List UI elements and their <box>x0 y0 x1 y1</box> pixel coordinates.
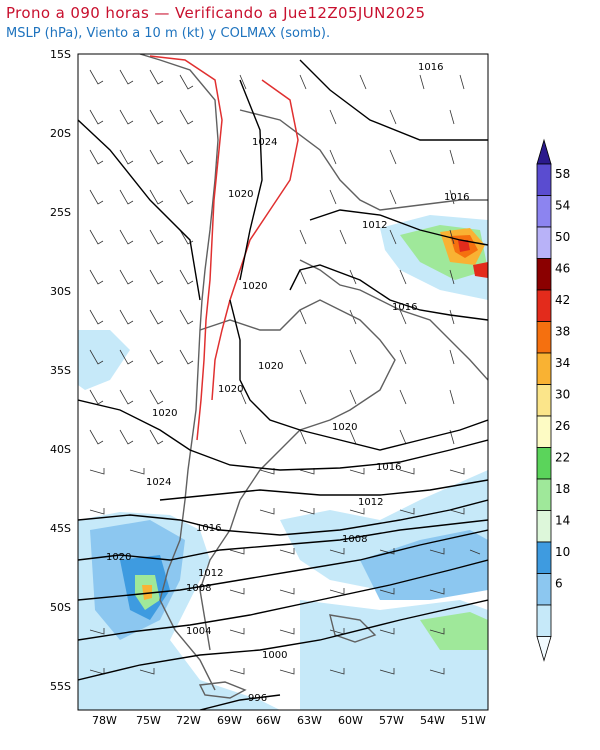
lon-label: 78W <box>92 714 117 727</box>
isobar-label: 1016 <box>196 523 221 534</box>
isobar-label: 1012 <box>362 220 387 231</box>
colorbar-segment <box>536 352 552 385</box>
map-layers: 1016 1024 1020 1016 1012 1020 1016 1020 … <box>78 54 488 710</box>
colorbar-segment <box>536 447 552 480</box>
colorbar-label: 46 <box>555 262 570 276</box>
colorbar-segment <box>536 384 552 417</box>
colorbar-label: 10 <box>555 545 570 559</box>
isobar-label: 1008 <box>186 583 211 594</box>
lon-label: 72W <box>176 714 201 727</box>
colorbar-label: 54 <box>555 199 570 213</box>
colorbar-label: 58 <box>555 167 570 181</box>
lat-label: 30S <box>50 285 71 298</box>
lon-label: 57W <box>379 714 404 727</box>
isobars <box>78 59 488 710</box>
colorbar-label: 26 <box>555 419 570 433</box>
isobar-label: 1020 <box>218 384 243 395</box>
isobar-label: 1008 <box>342 534 367 545</box>
isobar-label: 1016 <box>392 302 417 313</box>
isobar-label: 1016 <box>376 462 401 473</box>
colorbar-segment <box>536 510 552 543</box>
lon-label: 51W <box>461 714 486 727</box>
lat-label: 40S <box>50 443 71 456</box>
lat-label: 45S <box>50 522 71 535</box>
colorbar-label: 14 <box>555 514 570 528</box>
colorbar-segment <box>536 289 552 322</box>
lat-label: 35S <box>50 364 71 377</box>
isobar-labels: 1016 1024 1020 1016 1012 1020 1016 1020 … <box>106 62 469 704</box>
map-frame <box>77 53 489 711</box>
colorbar-segment <box>536 163 552 196</box>
lat-label: 25S <box>50 206 71 219</box>
lon-label: 63W <box>297 714 322 727</box>
lat-label: 20S <box>50 127 71 140</box>
colorbar-label: 22 <box>555 451 570 465</box>
colorbar-label: 30 <box>555 388 570 402</box>
isobar-label: 1020 <box>242 281 267 292</box>
latitude-axis: 15S 20S 25S 30S 35S 40S 45S 50S 55S <box>50 48 71 693</box>
colorbar-segment <box>536 573 552 606</box>
coastlines <box>139 54 488 699</box>
chart-subtitle: MSLP (hPa), Viento a 10 m (kt) y COLMAX … <box>6 26 331 41</box>
colorbar: 58 54 50 46 42 38 34 30 26 22 18 14 10 6 <box>536 138 570 662</box>
colorbar-label: 34 <box>555 356 570 370</box>
colorbar-label: 18 <box>555 482 570 496</box>
colorbar-top-arrow <box>536 138 552 165</box>
isobar-label: 1020 <box>258 361 283 372</box>
colorbar-segment <box>536 321 552 354</box>
lon-label: 75W <box>136 714 161 727</box>
isobar-label: 1004 <box>186 626 211 637</box>
colorbar-segment <box>536 415 552 448</box>
longitude-axis: 78W 75W 72W 69W 66W 63W 60W 57W 54W 51W <box>92 714 486 727</box>
lat-label: 15S <box>50 48 71 61</box>
wind-barbs <box>89 69 481 675</box>
isobar-label: 1012 <box>358 497 383 508</box>
lon-label: 66W <box>256 714 281 727</box>
colorbar-label: 6 <box>555 577 563 591</box>
lat-label: 55S <box>50 680 71 693</box>
colorbar-segment <box>536 195 552 228</box>
isobar-label: 996 <box>248 693 267 704</box>
isobar-label: 1024 <box>146 477 171 488</box>
lat-label: 50S <box>50 601 71 614</box>
lon-label: 54W <box>420 714 445 727</box>
colorbar-label: 50 <box>555 230 570 244</box>
isobar-label: 1016 <box>444 192 469 203</box>
isobar-label: 1020 <box>152 408 177 419</box>
colorbar-label: 38 <box>555 325 570 339</box>
terrain-contours <box>149 55 299 441</box>
isobar-label: 1012 <box>198 568 223 579</box>
chart-title: Prono a 090 horas — Verificando a Jue12Z… <box>6 4 426 22</box>
lon-label: 69W <box>217 714 242 727</box>
colorbar-segment <box>536 258 552 291</box>
colorbar-bottom-arrow <box>536 636 552 662</box>
colorbar-segment <box>536 226 552 259</box>
colorbar-label: 42 <box>555 293 570 307</box>
isobar-label: 1020 <box>106 552 131 563</box>
lon-label: 60W <box>338 714 363 727</box>
isobar-label: 1024 <box>252 137 277 148</box>
isobar-label: 1016 <box>418 62 443 73</box>
isobar-label: 1000 <box>262 650 287 661</box>
isobar-label: 1020 <box>332 422 357 433</box>
colorbar-segment <box>536 541 552 574</box>
isobar-label: 1020 <box>228 189 253 200</box>
colorbar-segment <box>536 478 552 511</box>
colorbar-segment <box>536 604 552 637</box>
